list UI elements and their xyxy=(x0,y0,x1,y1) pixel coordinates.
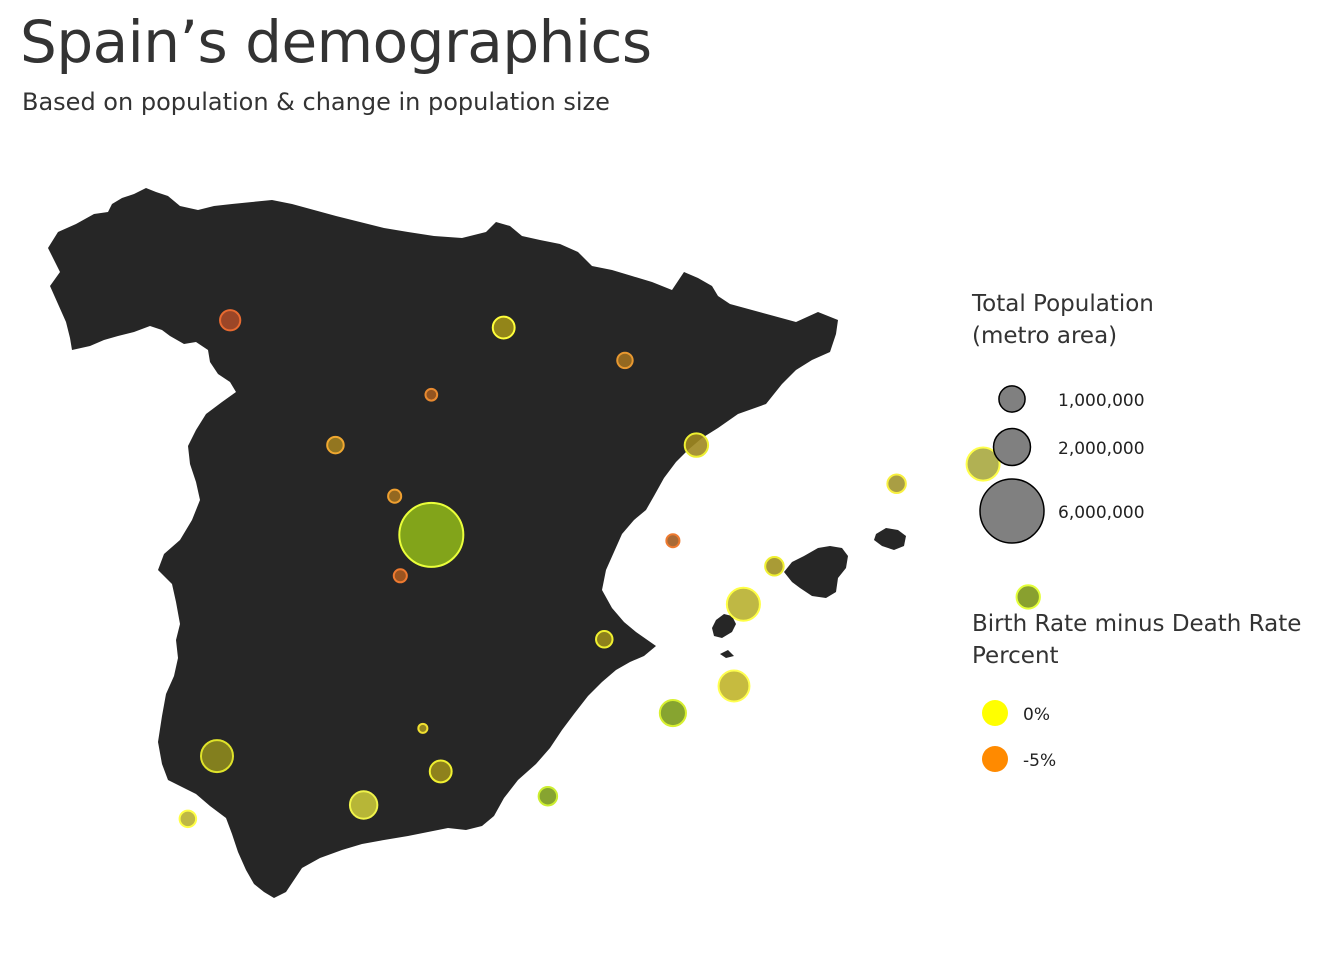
color-key-swatch-2 xyxy=(982,746,1008,772)
city-bubble-6 xyxy=(658,698,687,728)
page-subtitle: Based on population & change in populati… xyxy=(22,88,610,116)
size-legend-title-line1: Total Population xyxy=(971,291,1154,317)
city-bubble-1 xyxy=(398,501,465,568)
color-legend-title-line1: Birth Rate minus Death Rate xyxy=(972,611,1301,637)
formentera-island xyxy=(720,650,734,658)
city-bubble-26 xyxy=(665,533,681,549)
city-bubble-2 xyxy=(965,446,1001,482)
color-key-label-1: 0% xyxy=(1023,705,1050,725)
city-bubble-16 xyxy=(178,809,198,829)
size-key-circle-3 xyxy=(979,478,1045,544)
menorca-island xyxy=(874,528,906,550)
spain-landmass xyxy=(48,188,906,898)
city-bubble-13 xyxy=(886,473,907,495)
city-bubble-24 xyxy=(387,488,403,504)
color-key-swatch-1 xyxy=(982,700,1008,726)
city-bubble-20 xyxy=(616,351,634,370)
color-legend-title-line2: Percent xyxy=(972,643,1059,669)
ibiza-island xyxy=(712,614,736,638)
mallorca-island xyxy=(784,546,848,598)
city-bubble-23 xyxy=(424,387,439,402)
population-size-legend: Total Population (metro area) 1,000,000 2… xyxy=(971,291,1154,544)
size-key-circle-2 xyxy=(992,427,1032,467)
page-title: Spain’s demographics xyxy=(20,8,652,76)
city-bubble-10 xyxy=(683,432,710,458)
city-bubble-4 xyxy=(200,739,234,774)
size-key-circle-1 xyxy=(998,385,1026,413)
city-bubble-18 xyxy=(219,309,242,332)
city-bubble-5 xyxy=(348,790,379,820)
city-bubble-19 xyxy=(326,435,345,455)
color-legend-keys: 0% -5% xyxy=(982,700,1056,772)
color-key-label-2: -5% xyxy=(1023,751,1056,771)
size-legend-keys: 1,000,000 2,000,000 6,000,000 xyxy=(979,385,1145,544)
city-bubble-8 xyxy=(491,315,516,340)
size-key-label-1: 1,000,000 xyxy=(1058,391,1145,411)
city-bubble-11 xyxy=(428,759,453,784)
size-key-label-3: 6,000,000 xyxy=(1058,503,1145,523)
city-bubble-14 xyxy=(764,556,785,577)
size-key-label-2: 2,000,000 xyxy=(1058,439,1145,459)
city-bubble-7 xyxy=(1015,584,1041,610)
birth-death-color-legend: Birth Rate minus Death Rate Percent 0% -5… xyxy=(972,611,1301,772)
city-bubble-17 xyxy=(595,630,614,649)
city-bubble-25 xyxy=(392,568,408,584)
city-bubble-15 xyxy=(537,785,559,807)
city-bubble-9 xyxy=(717,669,751,703)
city-bubble-3 xyxy=(725,586,761,622)
size-legend-title-line2: (metro area) xyxy=(972,323,1117,349)
city-bubbles xyxy=(178,309,1041,829)
city-bubble-27 xyxy=(417,722,429,734)
